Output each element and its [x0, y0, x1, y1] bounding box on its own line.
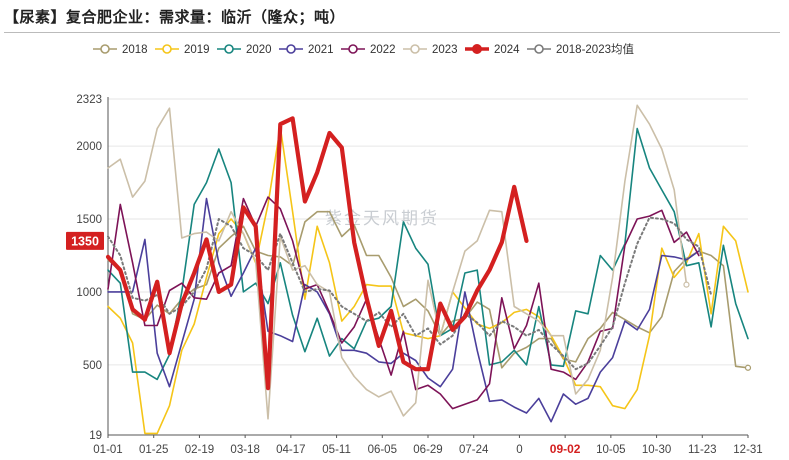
- series-line-2022: [107, 196, 700, 410]
- legend-swatch-marker: [410, 44, 420, 54]
- x-tick-label: 06-05: [368, 444, 397, 456]
- legend-item: 2020: [217, 44, 272, 56]
- series-line-2023: [107, 104, 688, 420]
- series-line-2018-2023均值: [107, 216, 713, 371]
- x-tick-label: 12-31: [733, 444, 762, 456]
- legend-label: 2018-2023均值: [556, 43, 634, 56]
- series-line-2020: [107, 127, 749, 381]
- x-tick-label: 04-17: [276, 444, 305, 456]
- highlight-value-box: [66, 231, 104, 250]
- x-tick-label: 03-18: [230, 444, 259, 456]
- legend-swatch-marker: [224, 44, 234, 54]
- legend-swatch-marker: [348, 44, 358, 54]
- title-divider: [4, 32, 780, 33]
- legend-label: 2019: [184, 44, 210, 56]
- legend-label: 2018: [122, 44, 148, 56]
- series-end-marker: [683, 281, 690, 288]
- legend-swatch-marker: [162, 44, 172, 54]
- series-lines: [105, 104, 752, 435]
- series-line-2019: [107, 126, 749, 435]
- legend-swatch-marker: [100, 44, 110, 54]
- x-tick-label: 06-29: [413, 444, 442, 456]
- legend-item: 2021: [279, 44, 334, 56]
- legend-swatch-marker: [286, 44, 296, 54]
- legend-label: 2022: [370, 44, 396, 56]
- highlight-value-label: 1350: [71, 234, 99, 248]
- legend-item: 2023: [403, 44, 458, 56]
- legend-item: 2018: [93, 44, 148, 56]
- series-line-2021: [107, 197, 700, 423]
- legend-item: 2018-2023均值: [527, 43, 634, 56]
- x-tick-label: 07-24: [459, 444, 489, 456]
- watermark: 紫金天风期货: [325, 209, 439, 229]
- x-tick-label-highlight: 09-02: [550, 442, 581, 456]
- x-tick-label: 0: [516, 444, 522, 456]
- chart-legend: 2018 2019 2020 2021 2022 2023 2024 2018-2023均值: [93, 43, 634, 56]
- x-tick-label: 10-05: [596, 444, 625, 456]
- y-tick-label: 2323: [76, 94, 102, 106]
- y-tick-label: 19: [89, 430, 102, 442]
- x-tick-label: 05-11: [322, 444, 351, 456]
- legend-item: 2024: [465, 44, 520, 56]
- y-tick-label: 2000: [76, 141, 102, 153]
- legend-swatch-marker: [534, 44, 544, 54]
- y-tick-label: 1000: [76, 287, 102, 299]
- axis-labels: 19 500 1000 1500 2000 2323 01-01 01-25 02-19 03-1…: [66, 94, 763, 456]
- chart-title: 【尿素】复合肥企业：需求量：临沂（隆众；吨）: [4, 8, 346, 26]
- legend-label: 2023: [432, 44, 458, 56]
- axes: [107, 97, 749, 438]
- x-tick-label: 01-25: [139, 444, 168, 456]
- x-tick-label: 10-30: [642, 444, 671, 456]
- x-tick-label: 02-19: [185, 444, 214, 456]
- legend-item: 2022: [341, 44, 396, 56]
- series-line-2024: [105, 116, 529, 391]
- series-end-marker: [744, 364, 752, 371]
- legend-label: 2021: [308, 44, 334, 56]
- legend-item: 2019: [155, 44, 210, 56]
- x-tick-label: 11-23: [688, 444, 717, 456]
- legend-label: 2020: [246, 44, 272, 56]
- y-tick-label: 1500: [76, 214, 102, 226]
- legend-label: 2024: [494, 44, 520, 56]
- x-tick-label: 01-01: [93, 444, 122, 456]
- series-line-2018: [107, 210, 749, 369]
- y-tick-label: 500: [83, 360, 102, 372]
- legend-swatch-marker: [472, 44, 482, 54]
